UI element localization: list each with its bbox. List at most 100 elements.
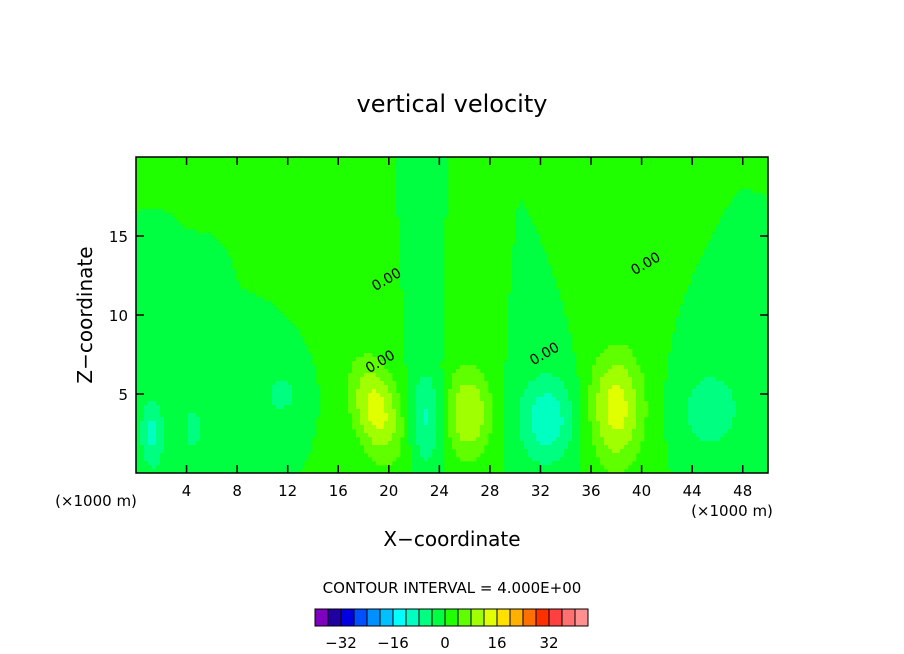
contour-cell xyxy=(416,241,421,246)
contour-cell xyxy=(524,349,529,354)
contour-cell xyxy=(192,233,197,238)
contour-cell xyxy=(740,293,745,298)
contour-cell xyxy=(556,401,561,406)
contour-cell xyxy=(544,349,549,354)
contour-cell xyxy=(604,421,609,426)
contour-cell xyxy=(716,281,721,286)
contour-cell xyxy=(548,405,553,410)
contour-cell xyxy=(156,369,161,374)
contour-cell xyxy=(596,381,601,386)
contour-cell xyxy=(748,417,753,422)
contour-cell xyxy=(532,393,537,398)
contour-cell xyxy=(708,297,713,302)
contour-cell xyxy=(240,417,245,422)
contour-cell xyxy=(180,273,185,278)
contour-cell xyxy=(212,405,217,410)
contour-cell xyxy=(236,325,241,330)
contour-cell xyxy=(576,389,581,394)
contour-cell xyxy=(176,289,181,294)
contour-cell xyxy=(152,365,157,370)
contour-cell xyxy=(420,197,425,202)
contour-cell xyxy=(216,401,221,406)
contour-cell xyxy=(572,413,577,418)
contour-cell xyxy=(424,313,429,318)
contour-cell xyxy=(220,349,225,354)
contour-cell xyxy=(724,341,729,346)
contour-cell xyxy=(184,393,189,398)
contour-cell xyxy=(260,381,265,386)
contour-cell xyxy=(288,337,293,342)
contour-cell xyxy=(516,225,521,230)
contour-cell xyxy=(276,389,281,394)
contour-cell xyxy=(540,377,545,382)
contour-cell xyxy=(408,229,413,234)
contour-cell xyxy=(440,405,445,410)
contour-cell xyxy=(220,249,225,254)
contour-cell xyxy=(156,373,161,378)
contour-cell xyxy=(244,421,249,426)
contour-cell xyxy=(412,373,417,378)
contour-cell xyxy=(752,333,757,338)
contour-cell xyxy=(196,393,201,398)
contour-cell xyxy=(360,377,365,382)
contour-cell xyxy=(240,313,245,318)
contour-cell xyxy=(616,405,621,410)
contour-cell xyxy=(704,409,709,414)
contour-cell xyxy=(440,173,445,178)
contour-cell xyxy=(412,249,417,254)
contour-cell xyxy=(264,317,269,322)
contour-cell xyxy=(268,325,273,330)
contour-cell xyxy=(428,245,433,250)
contour-cell xyxy=(268,357,273,362)
contour-cell xyxy=(512,325,517,330)
contour-cell xyxy=(724,221,729,226)
contour-cell xyxy=(708,421,713,426)
contour-cell xyxy=(696,321,701,326)
contour-cell xyxy=(296,365,301,370)
contour-cell xyxy=(156,393,161,398)
contour-cell xyxy=(196,389,201,394)
contour-cell xyxy=(268,313,273,318)
contour-cell xyxy=(572,357,577,362)
contour-cell xyxy=(440,417,445,422)
contour-cell xyxy=(176,321,181,326)
contour-cell xyxy=(184,381,189,386)
contour-cell xyxy=(436,161,441,166)
contour-cell xyxy=(204,365,209,370)
contour-cell xyxy=(152,265,157,270)
contour-cell xyxy=(420,397,425,402)
contour-cell xyxy=(148,213,153,218)
contour-cell xyxy=(260,397,265,402)
contour-cell xyxy=(184,377,189,382)
contour-cell xyxy=(528,257,533,262)
contour-cell xyxy=(276,377,281,382)
contour-cell xyxy=(752,221,757,226)
contour-cell xyxy=(520,317,525,322)
contour-cell xyxy=(404,277,409,282)
contour-cell xyxy=(616,361,621,366)
contour-cell xyxy=(404,169,409,174)
contour-cell xyxy=(752,377,757,382)
contour-cell xyxy=(744,217,749,222)
contour-cell xyxy=(716,305,721,310)
contour-cell xyxy=(748,213,753,218)
contour-cell xyxy=(164,273,169,278)
contour-cell xyxy=(452,393,457,398)
contour-cell xyxy=(596,405,601,410)
contour-cell xyxy=(160,353,165,358)
contour-cell xyxy=(548,413,553,418)
contour-cell xyxy=(608,405,613,410)
contour-cell xyxy=(736,225,741,230)
contour-cell xyxy=(748,193,753,198)
contour-cell xyxy=(160,229,165,234)
contour-cell xyxy=(720,385,725,390)
contour-cell xyxy=(744,357,749,362)
contour-cell xyxy=(512,361,517,366)
contour-cell xyxy=(204,401,209,406)
contour-cell xyxy=(224,405,229,410)
contour-cell xyxy=(252,369,257,374)
contour-cell xyxy=(156,345,161,350)
contour-cell xyxy=(728,389,733,394)
contour-cell xyxy=(760,241,765,246)
contour-cell xyxy=(272,325,277,330)
